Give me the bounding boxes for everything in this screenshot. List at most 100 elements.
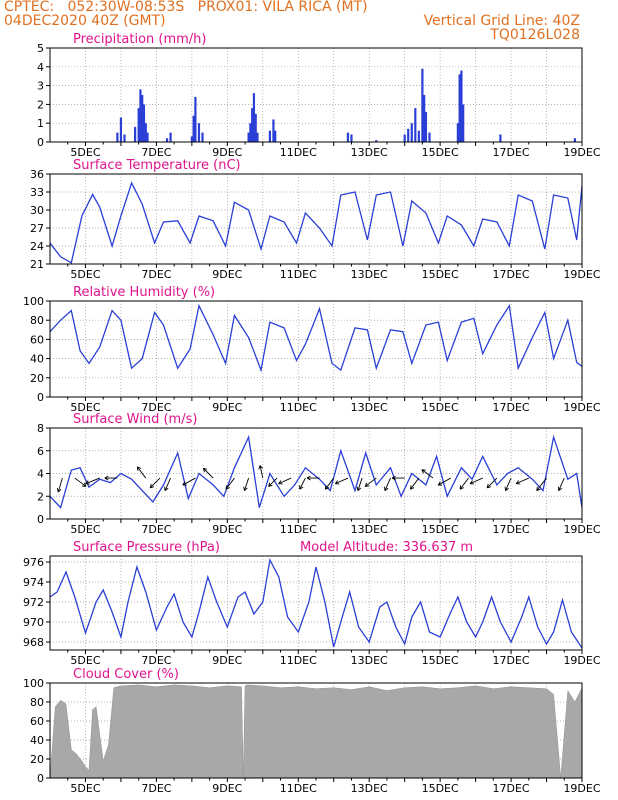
precip-bar [256,132,259,142]
x-tick-label: 11DEC [280,523,317,536]
precip-bar [403,134,406,142]
x-tick-label: 11DEC [280,782,317,795]
series-line [50,181,582,264]
x-tick-label: 19DEC [563,523,600,536]
y-tick-label: 24 [30,240,44,253]
y-tick-label: 6 [37,445,44,458]
series-line [50,434,582,509]
panel-6: Cloud Cover (%) 0 20 40 60 80 100 5DEC 7DEC 9DEC 1… [23,667,601,795]
header-model-code: TQ0126L028 [490,27,580,43]
precip-bar [123,134,126,142]
precip-bar [268,130,271,142]
y-tick-label: 976 [23,556,44,569]
x-tick-label: 11DEC [280,146,317,159]
x-tick-label: 15DEC [422,782,459,795]
wind-arrow [104,475,118,481]
panel-2: Surface Temperature (nC) 21 24 27 30 33 36 5DEC… [30,158,601,281]
y-tick-label: 5 [37,42,44,55]
precip-bar [375,140,378,142]
precip-bar [573,138,577,142]
x-tick-label: 7DEC [141,654,171,667]
precip-bar [134,126,137,142]
x-tick-label: 9DEC [212,782,242,795]
wind-arrow [486,477,498,489]
y-tick-label: 2 [37,98,44,111]
x-tick-label: 5DEC [70,654,100,667]
y-tick-label: 60 [30,333,44,346]
y-tick-label: 80 [30,314,44,327]
x-tick-label: 11DEC [280,654,317,667]
x-tick-label: 9DEC [212,401,242,414]
panel-5: Surface Pressure (hPa) Model Altitude: 33… [23,540,601,667]
precip-bar [192,115,195,142]
header-grid-line: Vertical Grid Line: 40Z [423,13,580,29]
precip-bar [424,111,428,142]
y-tick-label: 0 [37,513,44,526]
wind-arrow [258,465,264,479]
precip-bar [428,132,431,142]
series-line [50,557,582,649]
wind-arrow [306,475,320,481]
y-tick-label: 0 [37,772,44,785]
x-tick-label: 13DEC [351,268,388,281]
wind-arrow [74,477,87,487]
x-tick-label: 17DEC [493,401,530,414]
precip-bar [116,132,119,142]
x-tick-label: 19DEC [563,268,600,281]
y-tick-label: 8 [37,422,44,435]
y-tick-label: 100 [23,295,44,308]
y-tick-label: 970 [23,616,44,629]
precip-bar [194,96,197,142]
x-tick-label: 17DEC [493,782,530,795]
precip-bar [346,132,350,142]
panel-title: Surface Pressure (hPa) [73,540,220,555]
wind-arrow [278,477,292,485]
wind-arrow [421,469,434,479]
cloud-area [49,684,583,779]
wind-arrow [324,477,335,490]
wind-arrow [56,477,63,493]
wind-arrow [459,477,469,490]
precip-bar [201,132,204,142]
wind-arrow [334,477,349,485]
y-tick-label: 33 [30,186,44,199]
x-tick-label: 9DEC [212,146,242,159]
precip-bar [165,138,169,142]
x-tick-label: 7DEC [141,782,171,795]
x-tick-label: 13DEC [351,654,388,667]
wind-arrow [437,477,451,486]
precip-bar [417,130,420,142]
plot-frame [49,47,583,143]
panel-subtitle: Model Altitude: 336.637 m [300,540,473,555]
series-line [50,303,582,373]
y-tick-label: 27 [30,222,44,235]
wind-arrow [391,475,405,481]
x-tick-label: 19DEC [563,401,600,414]
x-tick-label: 13DEC [351,401,388,414]
wind-arrow [557,477,565,492]
wind-arrow [469,477,483,485]
precip-bar [423,95,426,142]
y-tick-label: 30 [30,204,44,217]
precip-bar [249,123,252,142]
y-tick-label: 20 [30,753,44,766]
x-tick-label: 5DEC [70,782,100,795]
panel-title: Surface Wind (m/s) [73,412,197,427]
wind-arrow [243,477,250,491]
x-tick-label: 15DEC [422,401,459,414]
precip-bar [197,123,201,142]
plot-frame [49,427,583,520]
wind-arrow [504,477,512,492]
precip-bar [456,123,459,142]
y-tick-label: 3 [37,80,44,93]
wind-arrow [182,477,196,486]
y-tick-label: 4 [37,61,44,74]
x-tick-label: 15DEC [422,654,459,667]
chart-header: CPTEC: 052:30W-08:53S PROX01: VILA RICA … [0,0,618,46]
y-tick-label: 0 [37,391,44,404]
precip-bar [421,68,424,142]
plot-frame [49,300,583,398]
wind-arrow [149,477,161,489]
precip-bar [274,130,277,142]
precip-bar [272,119,275,142]
